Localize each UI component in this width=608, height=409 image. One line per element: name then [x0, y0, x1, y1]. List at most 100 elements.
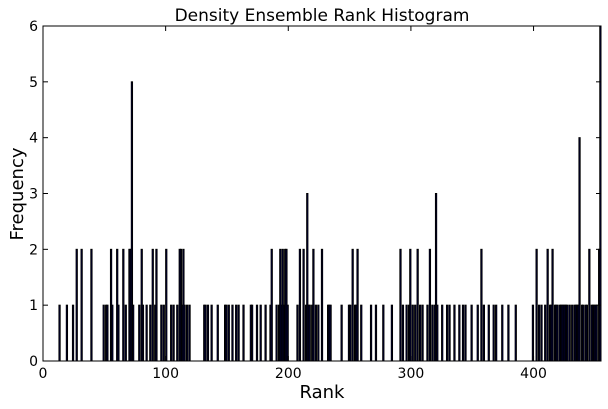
- histogram-bar: [480, 248, 483, 362]
- histogram-bar: [122, 248, 125, 362]
- histogram-bar: [75, 248, 78, 362]
- histogram-bar: [270, 248, 273, 362]
- histogram-bar: [419, 304, 422, 362]
- bars-group: [58, 25, 602, 362]
- histogram-bar: [132, 304, 135, 362]
- histogram-bar: [329, 304, 332, 362]
- y-tick-label: 2: [29, 242, 38, 258]
- y-tick-label: 5: [29, 75, 38, 91]
- histogram-bar: [206, 304, 210, 362]
- histogram-bar: [58, 304, 61, 362]
- histogram-bar: [302, 248, 305, 362]
- y-tick-label: 6: [29, 19, 38, 35]
- histogram-bar: [535, 248, 538, 362]
- histogram-bar: [436, 304, 439, 362]
- histogram-bar: [414, 304, 417, 362]
- histogram-bar: [106, 304, 109, 362]
- histogram-bar: [141, 304, 145, 362]
- histogram-bar: [399, 248, 402, 362]
- x-tick-label: 0: [39, 366, 48, 382]
- histogram-bar: [183, 304, 186, 362]
- histogram-bar: [501, 304, 504, 362]
- histogram-bar: [160, 304, 163, 362]
- histogram-bar: [314, 304, 317, 362]
- x-tick-label: 100: [152, 366, 179, 382]
- histogram-bar: [210, 304, 213, 362]
- x-tick-label: 400: [520, 366, 547, 382]
- histogram-bar: [242, 304, 245, 362]
- histogram-bar: [421, 304, 424, 362]
- histogram-bar: [360, 304, 363, 362]
- histogram-bar: [492, 304, 495, 362]
- histogram-bar: [340, 304, 343, 362]
- histogram-bar: [176, 304, 179, 362]
- chart-title: Density Ensemble Rank Histogram: [175, 6, 470, 26]
- histogram-bar: [227, 304, 230, 362]
- histogram-bar: [428, 248, 432, 362]
- histogram-bar: [185, 304, 189, 362]
- histogram-bar: [312, 248, 315, 362]
- histogram-bar: [264, 304, 267, 362]
- histogram-bar: [441, 304, 444, 362]
- histogram-bar: [411, 304, 414, 362]
- histogram-bar: [537, 304, 541, 362]
- histogram-bar: [317, 304, 320, 362]
- histogram-bar: [448, 304, 451, 362]
- histogram-bar: [566, 304, 569, 362]
- histogram-bar: [556, 304, 559, 362]
- histogram-bar: [259, 304, 262, 362]
- histogram-bar: [188, 304, 191, 362]
- histogram-bar: [464, 304, 467, 362]
- histogram-bar: [568, 304, 571, 362]
- histogram-bar: [155, 248, 158, 362]
- histogram-bar: [65, 304, 69, 362]
- histogram-bar: [582, 304, 585, 362]
- histogram-bar: [540, 304, 543, 362]
- histogram-bar: [102, 304, 105, 362]
- histogram-bar: [225, 304, 228, 362]
- histogram-bar: [80, 248, 83, 362]
- histogram-bar: [349, 304, 352, 362]
- x-axis-ticks: 0 100 200 300 400: [39, 26, 547, 382]
- histogram-bar: [235, 304, 238, 362]
- histogram-bar: [71, 304, 75, 362]
- histogram-bar: [544, 304, 547, 362]
- histogram-bar: [255, 304, 259, 362]
- histogram-bar: [476, 304, 479, 362]
- histogram-bar: [250, 304, 254, 362]
- histogram-bar: [514, 304, 517, 362]
- histogram-bar: [351, 248, 354, 362]
- histogram-bar: [145, 304, 148, 362]
- y-tick-label: 3: [29, 187, 38, 203]
- histogram-bar: [231, 304, 234, 362]
- histogram-bar: [458, 304, 461, 362]
- histogram-bar: [165, 248, 168, 362]
- histogram-bar: [275, 304, 278, 362]
- histogram-bar: [571, 304, 574, 362]
- histogram-bar: [237, 304, 240, 362]
- histogram-bar: [286, 304, 289, 362]
- histogram-bar: [170, 304, 173, 362]
- y-tick-label: 4: [29, 131, 38, 147]
- histogram-bar: [578, 137, 581, 362]
- histogram-bar: [431, 304, 434, 362]
- histogram-bar: [495, 304, 498, 362]
- histogram-bar: [470, 304, 473, 362]
- y-axis-title: Frequency: [7, 147, 28, 240]
- histogram-bar: [461, 304, 465, 362]
- histogram-bar: [405, 304, 408, 362]
- histogram-bar: [162, 304, 165, 362]
- histogram-bar: [117, 304, 120, 362]
- histogram-bar: [585, 304, 589, 362]
- histogram-bar: [426, 304, 429, 362]
- histogram-bar: [401, 304, 405, 362]
- histogram-bar: [138, 304, 141, 362]
- histogram-bar: [308, 304, 311, 362]
- y-tick-label: 1: [29, 298, 38, 314]
- histogram-bar: [482, 304, 485, 362]
- histogram-bar: [298, 248, 302, 362]
- histogram-bar: [216, 304, 219, 362]
- y-axis-ticks: 0 1 2 3 4 5 6: [29, 19, 601, 370]
- histogram-bar: [487, 304, 490, 362]
